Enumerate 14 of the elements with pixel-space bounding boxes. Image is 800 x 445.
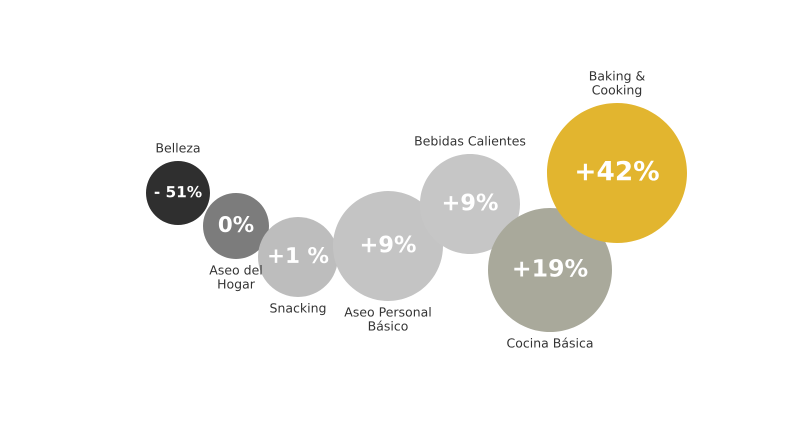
data-label: +9% (444, 194, 498, 211)
category-label: Bebidas Calientes (415, 136, 526, 146)
data-label: +19% (514, 258, 588, 277)
category-label: Aseo del Hogar (209, 265, 262, 292)
category-label: Cocina Básica (507, 338, 592, 348)
category-label: Aseo Personal Básico (344, 307, 431, 331)
data-label: +1 % (269, 246, 328, 264)
data-label: +42% (577, 160, 659, 181)
category-label: Belleza (156, 142, 200, 153)
data-label: 0% (218, 216, 254, 232)
category-label: Baking & Cooking (590, 70, 645, 97)
data-label: +9% (362, 236, 416, 253)
data-label: - 51% (154, 186, 202, 198)
category-label: Snacking (270, 303, 326, 316)
